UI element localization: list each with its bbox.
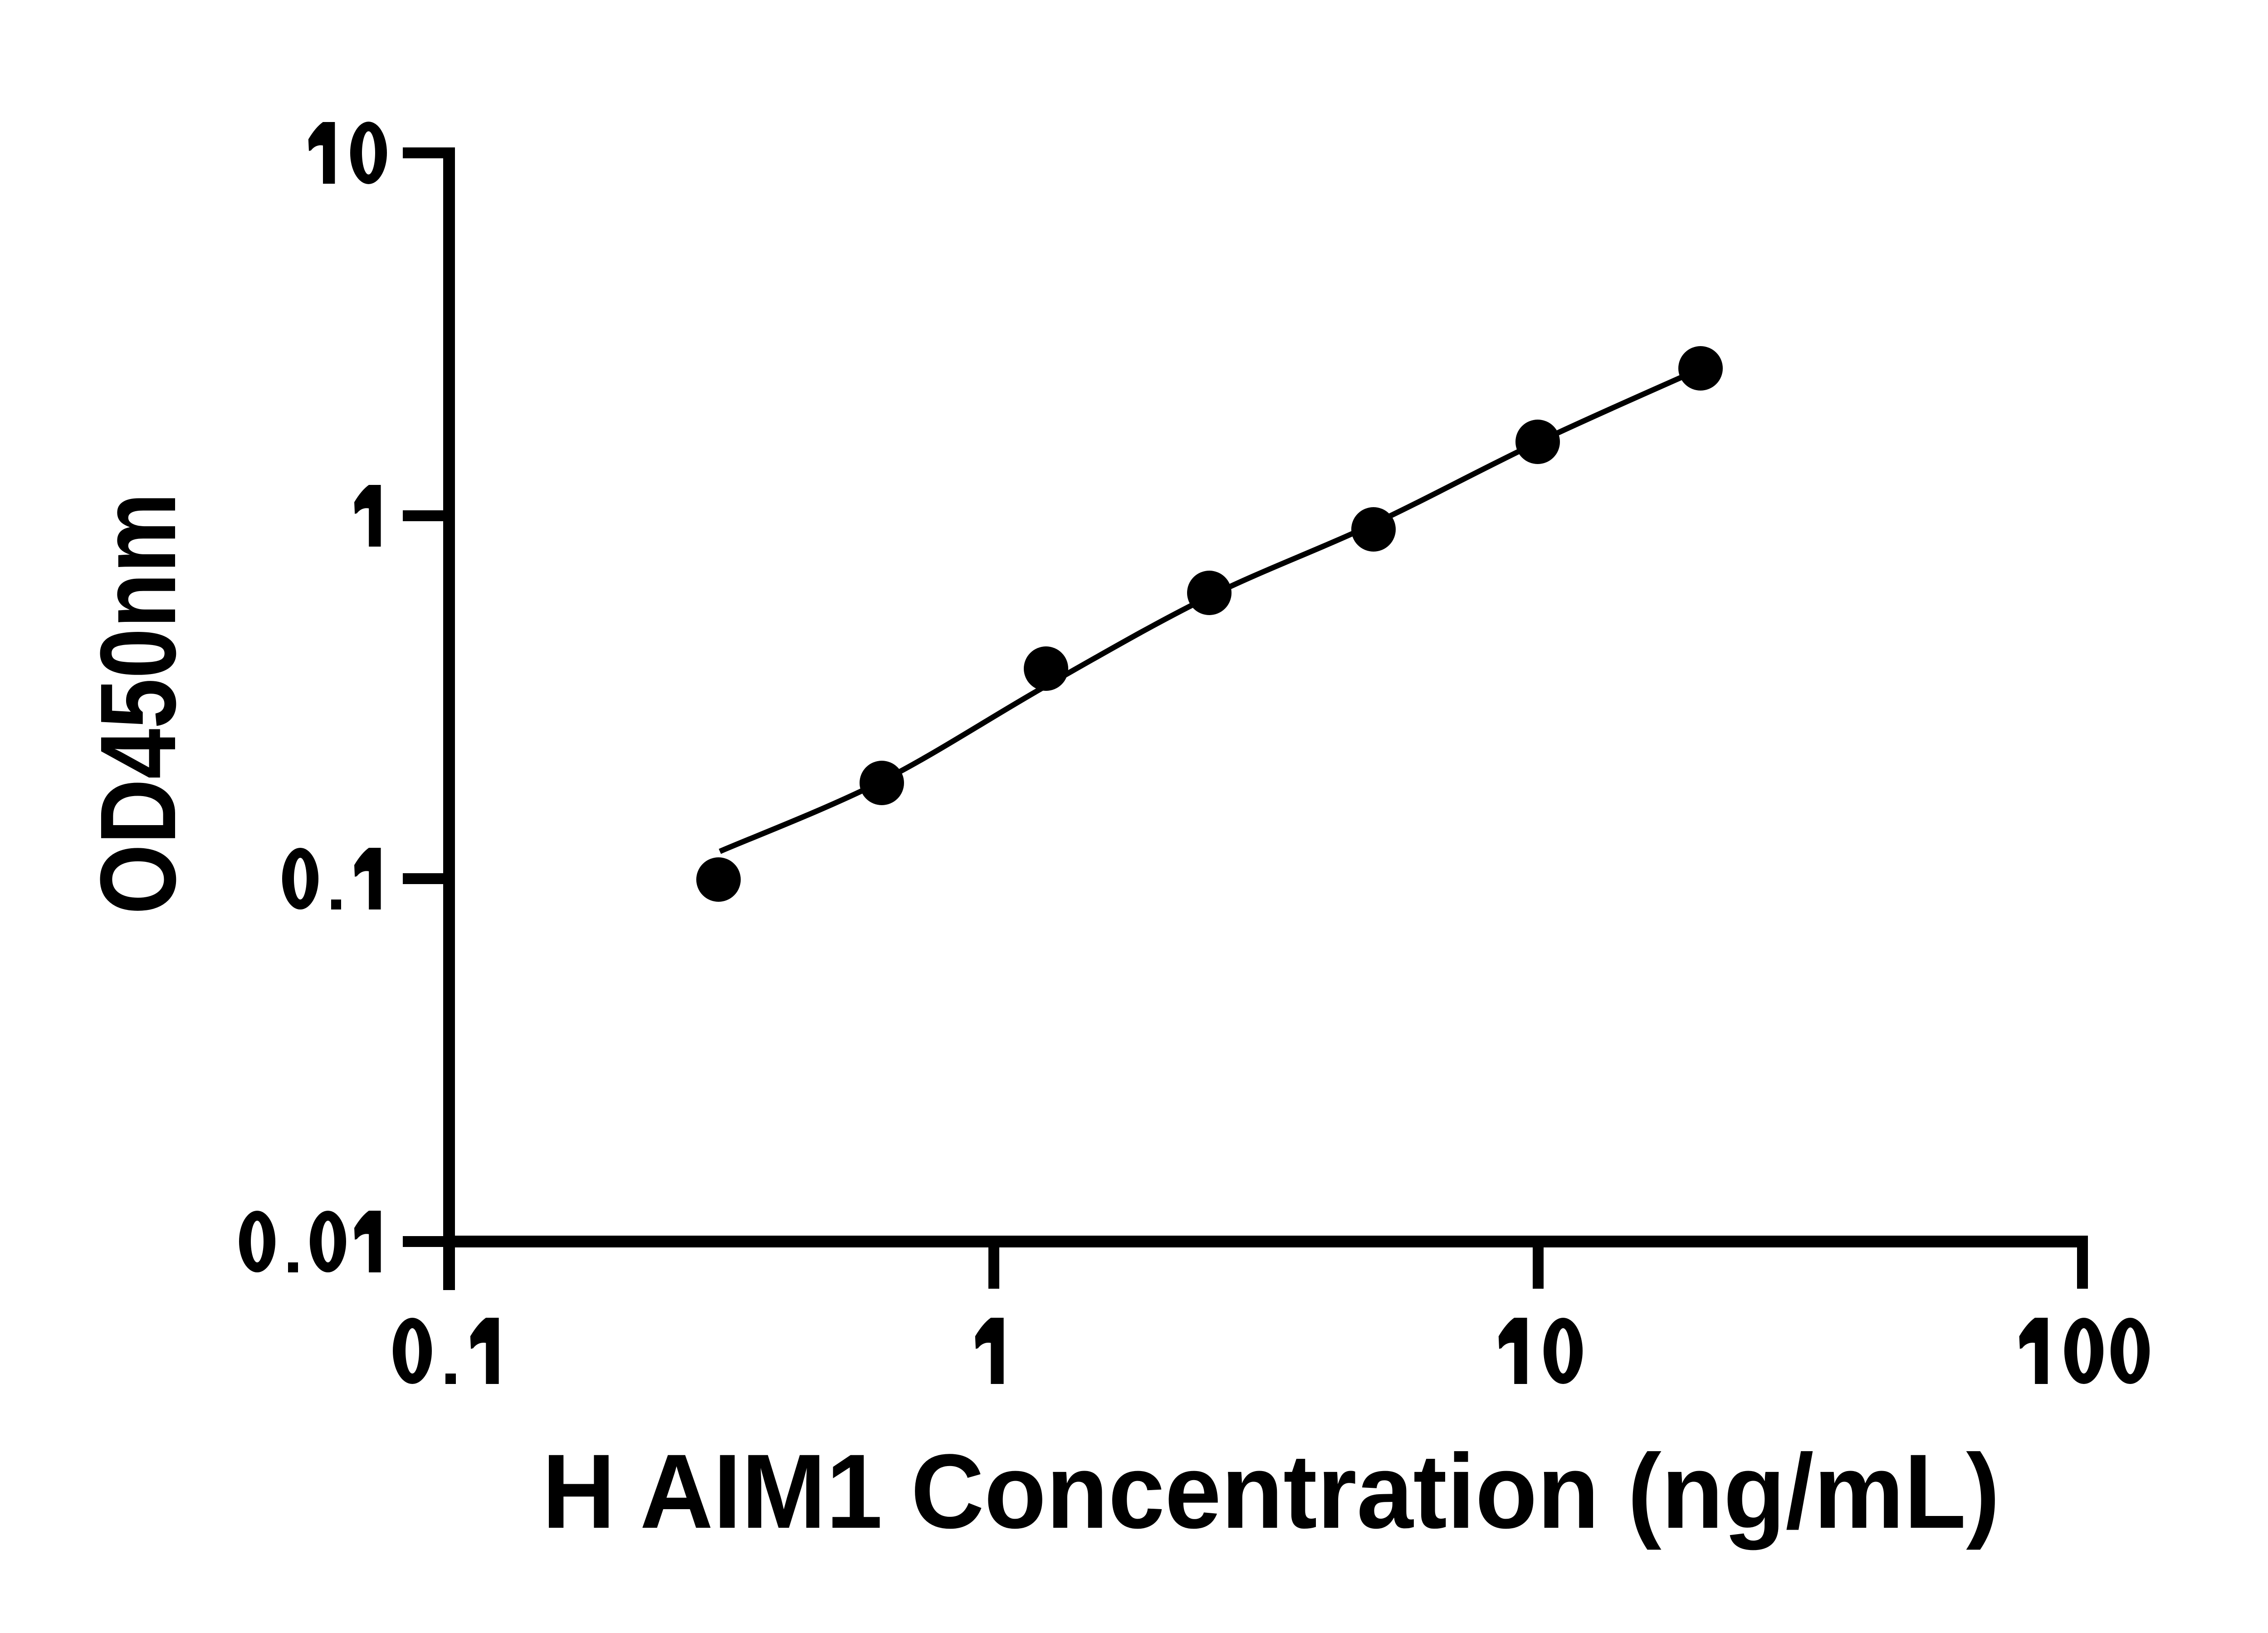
svg-text:OD450nm: OD450nm bbox=[78, 493, 198, 914]
svg-text:H AIM1 Concentration (ng/mL): H AIM1 Concentration (ng/mL) bbox=[542, 1433, 2000, 1550]
